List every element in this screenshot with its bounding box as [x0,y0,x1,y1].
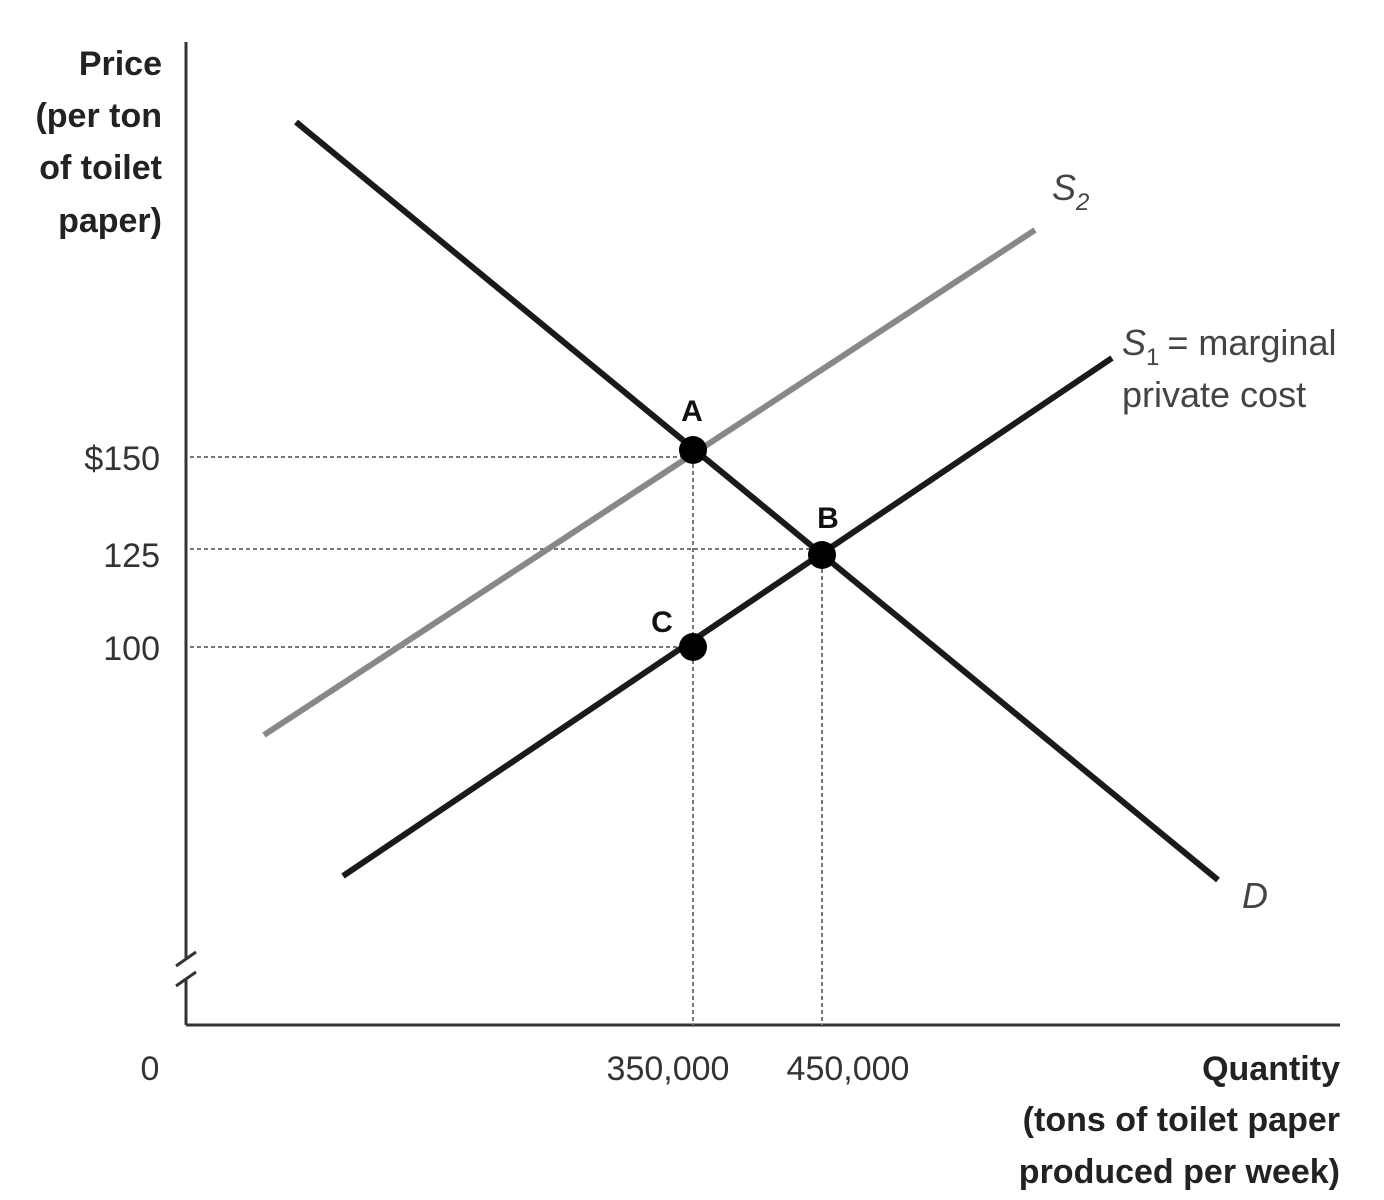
curve-label: S1 = marginal [1122,322,1336,371]
point-label: A [681,395,703,428]
curve-subscript: 2 [1075,189,1089,216]
point-label: B [817,502,839,535]
x-tick-label: 350,000 [607,1050,730,1088]
x-axis-label: produced per week) [1019,1153,1340,1191]
point [808,541,836,569]
y-axis-label: (per ton [35,97,162,135]
y-axis-label: of toilet [39,149,162,187]
origin-label: 0 [141,1050,160,1088]
x-axis-label: Quantity [1202,1050,1340,1088]
y-axis-label: paper) [58,202,162,240]
supply-curve-s2 [262,227,1037,738]
curve-label: D [1242,875,1268,916]
point [679,633,707,661]
axis-break-gap [176,958,196,980]
supply-curve-s1 [341,355,1114,879]
y-tick-label: 125 [103,537,160,575]
x-tick-label: 450,000 [787,1050,910,1088]
curve-text: private cost [1122,374,1306,415]
curve-text: = marginal [1167,322,1336,363]
point [679,436,707,464]
point-label: C [651,606,673,639]
curve-letter: S [1122,322,1146,363]
curve-subscript: 1 [1146,344,1159,371]
y-tick-label: $150 [84,440,160,478]
axis-break [175,950,197,988]
y-tick-label: 100 [103,630,160,668]
demand-curve [294,119,1220,883]
curve-letter: S [1052,167,1076,208]
x-axis-label: (tons of toilet paper [1023,1101,1340,1139]
y-axis-label: Price [79,45,162,83]
curve-label: S2 [1052,167,1089,216]
